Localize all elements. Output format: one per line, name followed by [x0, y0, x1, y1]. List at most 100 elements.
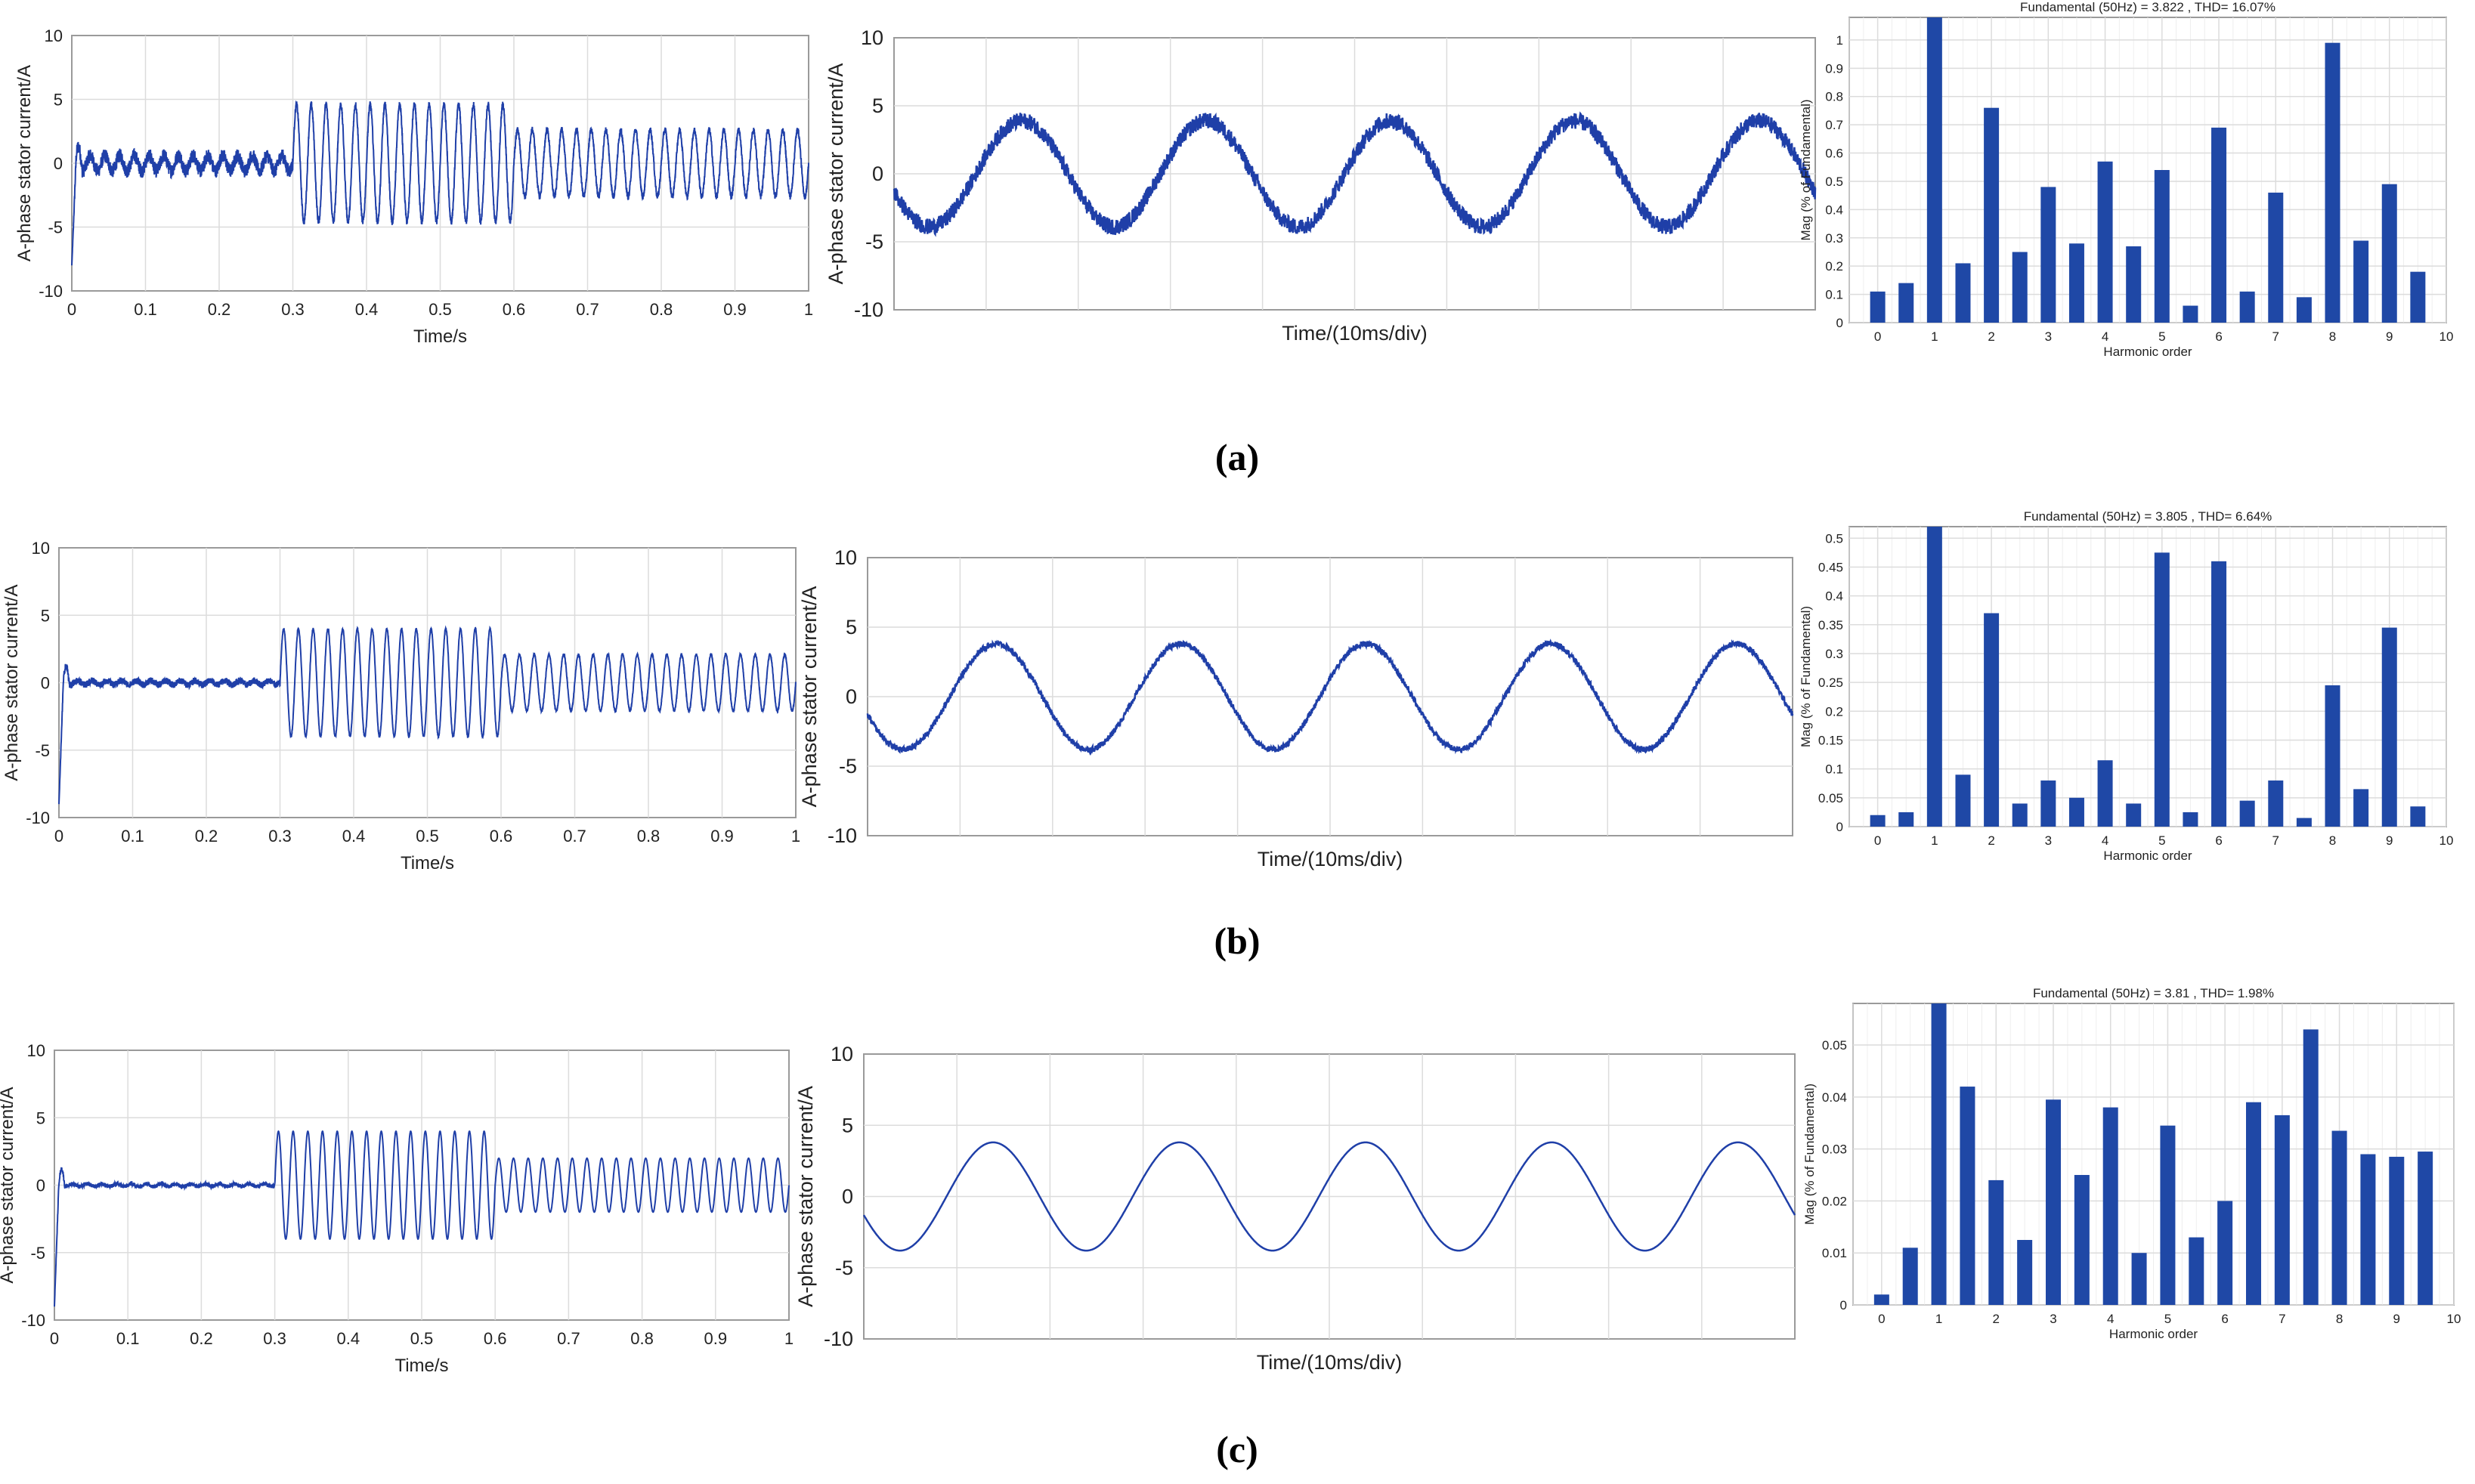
- y-tick-label: 0.6: [1825, 147, 1843, 161]
- x-axis-label: Time/(10ms/div): [1257, 1351, 1403, 1374]
- y-axis-label: A-phase stator current/A: [2, 584, 22, 781]
- x-tick-label: 2: [1993, 1312, 2000, 1326]
- y-tick-label: 0.5: [1825, 531, 1843, 546]
- x-tick-label: 10: [2439, 329, 2454, 344]
- harmonic-bar: [2097, 760, 2113, 827]
- harmonic-bar: [2331, 1130, 2347, 1305]
- harmonic-bar: [2131, 1253, 2147, 1305]
- y-tick-label: 0.04: [1822, 1090, 1847, 1105]
- y-tick-label: 0.05: [1822, 1038, 1847, 1053]
- y-tick-label: 10: [27, 1041, 45, 1060]
- x-tick-label: 0: [1878, 1312, 1885, 1326]
- harmonic-bar: [2410, 271, 2426, 323]
- harmonic-bar: [2418, 1152, 2433, 1305]
- y-tick-label: 1: [1836, 33, 1843, 48]
- x-tick-label: 7: [2272, 329, 2279, 344]
- y-tick-label: 0: [872, 162, 883, 185]
- x-tick-label: 0.4: [337, 1329, 360, 1348]
- harmonic-bar: [1926, 17, 1942, 323]
- x-tick-label: 0.8: [630, 1329, 654, 1348]
- harmonic-bar: [2268, 192, 2284, 323]
- x-tick-label: 0.1: [134, 300, 157, 319]
- x-axis-label: Time/s: [401, 853, 454, 873]
- y-tick-label: 0.1: [1825, 288, 1843, 302]
- zoom-plot-1: 10 5 0 -5 -10 Time/(10ms/div) A-phase stator c…: [798, 546, 1794, 870]
- x-tick-label: 0.7: [563, 827, 586, 846]
- y-axis-label: Mag (% of Fundamental): [1799, 99, 1813, 240]
- harmonic-bar: [2189, 1237, 2204, 1305]
- x-tick-label: 4: [2102, 329, 2108, 344]
- x-tick-label: 0.4: [342, 827, 366, 846]
- x-tick-label: 0.2: [190, 1329, 213, 1348]
- y-tick-label: 0.7: [1825, 118, 1843, 132]
- harmonic-bar: [2274, 1115, 2290, 1305]
- y-tick-label: 0.8: [1825, 90, 1843, 104]
- harmonic-bar: [2040, 780, 2056, 827]
- x-tick-label: 1: [804, 300, 813, 319]
- harmonic-bar: [1984, 107, 2000, 323]
- x-tick-label: 0.8: [650, 300, 673, 319]
- x-tick-label: 0.9: [710, 827, 734, 846]
- x-tick-label: 7: [2272, 833, 2279, 848]
- y-tick-label: -5: [48, 218, 63, 237]
- x-tick-label: 0.2: [195, 827, 218, 846]
- x-tick-label: 5: [2164, 1312, 2171, 1326]
- harmonic-bar: [2183, 305, 2198, 323]
- y-tick-label: 0.2: [1825, 259, 1843, 274]
- x-tick-label: 0.3: [281, 300, 305, 319]
- x-tick-label: 0.6: [490, 827, 513, 846]
- y-tick-label: 5: [846, 616, 857, 638]
- x-tick-label: 9: [2386, 329, 2393, 344]
- x-tick-label: 0.7: [557, 1329, 580, 1348]
- harmonic-bar: [2126, 803, 2142, 827]
- y-tick-label: 0: [1836, 316, 1843, 330]
- x-tick-label: 0.9: [704, 1329, 728, 1348]
- y-tick-label: -5: [839, 755, 857, 778]
- harmonic-bar: [2074, 1175, 2090, 1305]
- y-tick-label: -10: [39, 282, 63, 301]
- harmonic-bar: [2017, 1240, 2033, 1305]
- harmonic-bar: [2325, 685, 2340, 827]
- harmonic-bar: [2040, 187, 2056, 323]
- harmonic-bar: [2239, 291, 2255, 323]
- time-plot-0: 0 0.1 0.2 0.3 0.4 0.5 0.6 0.7 0.8 0.9 1 10 5 0 -5 -10 Ti…: [14, 26, 813, 347]
- y-tick-label: 0.5: [1825, 175, 1843, 189]
- harmonic-bar: [1955, 263, 1971, 323]
- harmonic-bar: [1898, 283, 1914, 323]
- y-tick-label: 10: [834, 546, 857, 569]
- caption-c: (c): [1216, 1428, 1258, 1470]
- x-tick-label: 1: [1935, 1312, 1942, 1326]
- fft-title: Fundamental (50Hz) = 3.81 , THD= 1.98%: [2033, 986, 2274, 1000]
- harmonic-bar: [2353, 789, 2369, 827]
- y-tick-label: 0: [54, 154, 63, 173]
- harmonic-bar: [1870, 291, 1886, 323]
- x-tick-label: 10: [2439, 833, 2454, 848]
- fft-plot-1: 0 1 2 3 4 5 6 7 8 9 10 0 0.05 0.1 0.15 0.2 0.25 0.3 0.35 0.…: [1799, 509, 2453, 863]
- harmonic-bar: [1984, 613, 2000, 827]
- harmonic-bar: [2046, 1099, 2061, 1305]
- time-plot-1: 0 0.1 0.2 0.3 0.4 0.5 0.6 0.7 0.8 0.9 1 10 5 0 -5 -10 Ti…: [2, 539, 800, 873]
- y-tick-label: 0: [846, 685, 857, 708]
- harmonic-bar: [2410, 806, 2426, 827]
- harmonic-bar: [2102, 1107, 2118, 1305]
- harmonic-bar: [2296, 297, 2312, 323]
- time-plot-2: 0 0.1 0.2 0.3 0.4 0.5 0.6 0.7 0.8 0.9 1 10 5 0 -5 -10 Ti…: [0, 1041, 794, 1376]
- y-tick-label: 0.3: [1825, 647, 1843, 661]
- y-tick-label: 10: [861, 26, 883, 49]
- y-tick-label: -5: [865, 230, 883, 253]
- y-tick-label: -10: [26, 808, 50, 827]
- harmonic-bar: [2211, 127, 2227, 323]
- harmonic-bar: [2217, 1201, 2233, 1305]
- zoom-plot-2: 10 5 0 -5 -10 Time/(10ms/div) A-phase stator c…: [794, 1043, 1796, 1374]
- x-tick-label: 1: [784, 1329, 794, 1348]
- y-axis-label: A-phase stator current/A: [824, 63, 847, 285]
- current-trace: [54, 1130, 790, 1307]
- y-tick-label: 0.4: [1825, 203, 1843, 217]
- current-trace: [866, 638, 1794, 756]
- harmonic-bar: [2211, 561, 2227, 827]
- x-axis-label: Time/(10ms/div): [1258, 848, 1403, 870]
- harmonic-bar: [2353, 240, 2369, 323]
- harmonic-bar: [2381, 184, 2397, 323]
- x-tick-label: 0: [54, 827, 63, 846]
- y-tick-label: 5: [36, 1108, 45, 1127]
